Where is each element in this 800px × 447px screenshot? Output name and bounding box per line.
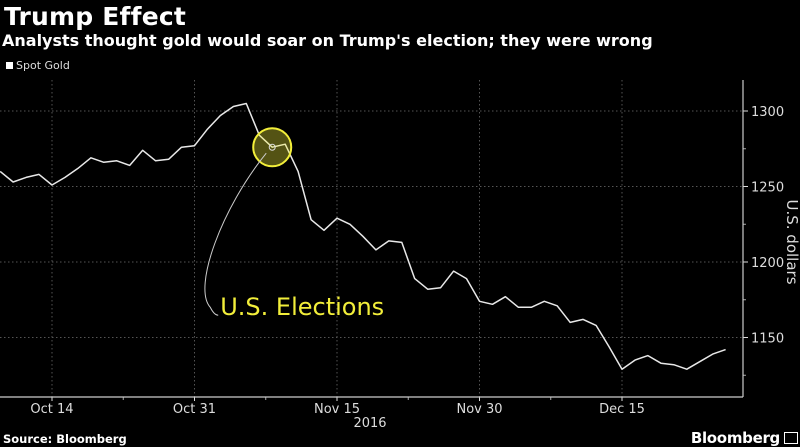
y-tick-label: 1250 <box>751 181 784 196</box>
x-tick-label: Oct 31 <box>173 402 216 417</box>
bloomberg-logo: Bloomberg <box>690 429 780 447</box>
series-line-spot-gold <box>0 102 726 370</box>
y-tick-label: 1200 <box>751 256 784 271</box>
annotation-label: U.S. Elections <box>220 293 384 321</box>
gridlines <box>0 80 743 397</box>
annotation-highlight-circle <box>252 127 293 168</box>
annotation-us-elections: U.S. Elections <box>204 127 384 321</box>
chart-subtitle: Analysts thought gold would soar on Trum… <box>2 31 653 50</box>
legend-label: Spot Gold <box>16 59 70 72</box>
annotation-point-marker <box>268 143 276 151</box>
x-axis-year-label: 2016 <box>353 416 386 431</box>
y-tick-label: 1150 <box>751 332 784 347</box>
x-tick-label: Nov 30 <box>456 402 502 417</box>
chart-title: Trump Effect <box>4 2 187 31</box>
axes: 1150 1200 1250 1300 Oct 14 Oct 31 Nov 15 Nov 30… <box>0 80 784 417</box>
x-tick-label: Oct 14 <box>30 402 73 417</box>
y-tick-label: 1300 <box>751 105 784 120</box>
annotation-leader-line <box>204 152 267 316</box>
bloomberg-terminal-icon <box>784 432 798 444</box>
x-tick-label: Nov 15 <box>314 402 360 417</box>
legend: Spot Gold <box>6 59 70 72</box>
legend-swatch <box>6 62 13 69</box>
x-tick-label: Dec 15 <box>599 402 645 417</box>
y-axis-label: U.S. dollars <box>783 199 800 284</box>
source-note: Source: Bloomberg <box>3 432 127 446</box>
